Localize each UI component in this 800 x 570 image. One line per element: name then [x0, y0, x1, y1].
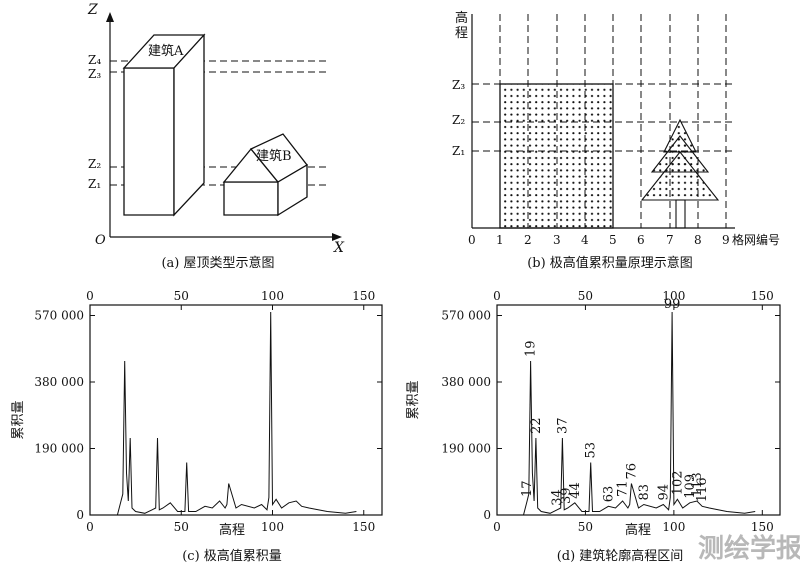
panel-b-level-label-z2: Z₂: [452, 113, 465, 127]
panel-d-y-tick-label: 190 000: [441, 442, 491, 456]
panel-b-y-label-char: 高: [455, 10, 468, 26]
panel-a-level-label-z1: Z₁: [88, 177, 101, 191]
panel-c-x-tick-label-top: 0: [86, 289, 94, 303]
panel-b-x-tick: 7: [666, 233, 674, 247]
panel-d-x-tick-label-top: 50: [578, 289, 593, 303]
panel-d-x-tick-label-bottom: 100: [662, 520, 685, 534]
panel-a-x-arrow: [332, 233, 342, 241]
watermark: 测绘学报: [698, 533, 800, 564]
panel-b-x-label: 格网编号: [732, 232, 780, 247]
panel-d-peak-label: 99: [664, 297, 681, 312]
panel-c-y-tick-label: 0: [76, 508, 84, 522]
panel-c-x-tick-label-bottom: 0: [86, 520, 94, 534]
panel-d-peak-label: 19: [524, 340, 539, 357]
panel-d-series-line: [523, 311, 756, 516]
building-b-label: 建筑B: [256, 148, 292, 164]
panel-b-x-tick: 8: [694, 233, 702, 247]
panel-d-peak-label: 113: [690, 472, 705, 497]
panel-d-frame: [496, 304, 781, 516]
panel-b-building: [499, 83, 614, 229]
panel-c-caption: (c) 极高值累积量: [182, 548, 282, 564]
panel-d-peak-label: 34: [550, 489, 565, 506]
panel-b: Z₃ Z₂ Z₁ 高程 0 1 2 3 4 5 6 7 8 9: [452, 10, 780, 271]
panel-d-x-tick-label-bottom: 150: [751, 520, 774, 534]
building-b: [222, 133, 308, 217]
panel-a-caption: (a) 屋顶类型示意图: [161, 255, 274, 271]
panel-b-x-tick: 6: [637, 233, 645, 247]
panel-c-y-tick-label: 190 000: [34, 442, 84, 456]
panel-a-z-label: Z: [87, 2, 98, 18]
panel-b-x-tick: 5: [609, 233, 617, 247]
panel-d-x-tick-label-top: 150: [751, 289, 774, 303]
panel-d-peak-label: 53: [584, 442, 599, 459]
panel-b-level-label-z1: Z₁: [452, 144, 465, 158]
panel-a-origin-label: O: [95, 233, 106, 248]
panel-b-x-tick: 3: [553, 233, 561, 247]
building-a-label: 建筑A: [148, 43, 184, 59]
panel-a-level-label-z3: Z₃: [88, 67, 101, 81]
panel-c-y-tick-label: 380 000: [34, 375, 84, 389]
panel-d-y-tick-label: 0: [483, 508, 491, 522]
panel-b-y-label-char: 程: [455, 26, 468, 41]
panel-a-x-label: X: [333, 240, 345, 256]
panel-d-y-tick-label: 380 000: [441, 375, 491, 389]
panel-d-peak-label: 44: [568, 482, 583, 499]
panel-d-y-label: 累积量: [406, 380, 421, 419]
panel-c-x-label: 高程: [219, 522, 245, 538]
panel-d-x-tick-label-top: 0: [493, 289, 501, 303]
panel-c-x-tick-label-top: 50: [174, 289, 189, 303]
panel-b-x-tick: 0: [468, 233, 476, 247]
panel-d-peak-label: 71: [616, 480, 631, 497]
panel-b-x-ticks: 0 1 2 3 4 5 6 7 8 9: [468, 233, 730, 247]
panel-c-x-tick-label-bottom: 150: [352, 520, 375, 534]
panel-c-x-tick-label-bottom: 50: [174, 520, 189, 534]
panel-c-y-tick-label: 570 000: [34, 309, 84, 323]
panel-b-y-label: 高程: [455, 10, 468, 41]
panel-d-x-tick-label-top: 100: [662, 289, 685, 303]
panel-b-x-tick: 2: [524, 233, 532, 247]
panel-d-peak-label: 109: [683, 474, 698, 499]
panel-c-x-tick-label-top: 150: [352, 289, 375, 303]
panel-c-frame: [89, 304, 383, 516]
panel-b-tree: [640, 118, 720, 229]
panel-d-x-label: 高程: [625, 522, 651, 538]
panel-d-x-tick-label-bottom: 50: [578, 520, 593, 534]
panel-d-peak-label: 83: [637, 484, 652, 501]
panel-c-x-tick-label-top: 100: [261, 289, 284, 303]
panel-d-peak-label: 102: [670, 470, 685, 495]
panel-b-caption: (b) 极高值累积量原理示意图: [527, 255, 693, 271]
panel-a: Z X O Z₄ Z₃ Z₂ Z₁ 建筑A 建筑B (a) 屋顶类型示意图: [87, 2, 345, 271]
panel-b-x-tick: 9: [722, 233, 730, 247]
panel-b-x-tick: 1: [496, 233, 504, 247]
panel-a-z-arrow: [106, 12, 114, 22]
panel-d-peak-label: 116: [695, 477, 710, 502]
panel-d-peak-label: 76: [624, 463, 639, 480]
panel-a-level-label-z2: Z₂: [88, 157, 101, 171]
panel-d-peak-label: 63: [601, 486, 616, 503]
panel-d-y-tick-label: 570 000: [441, 309, 491, 323]
panel-d-peak-label: 22: [529, 417, 544, 434]
panel-d-peak-label: 37: [555, 417, 570, 434]
panel-c-series-line: [116, 311, 357, 516]
panel-a-level-label-z4: Z₄: [88, 53, 101, 67]
panel-d-caption: (d) 建筑轮廓高程区间: [557, 548, 684, 564]
panel-d-peak-label: 94: [656, 484, 671, 501]
panel-c-x-tick-label-bottom: 100: [261, 520, 284, 534]
panel-c-y-label: 累积量: [11, 400, 26, 439]
panel-b-x-tick: 4: [581, 233, 589, 247]
building-a: [122, 33, 206, 217]
panel-d-peak-label: 17: [520, 480, 535, 497]
panel-b-level-label-z3: Z₃: [452, 78, 465, 92]
panel-d-x-tick-label-bottom: 0: [493, 520, 501, 534]
panel-d-peak-label: 39: [559, 487, 574, 504]
